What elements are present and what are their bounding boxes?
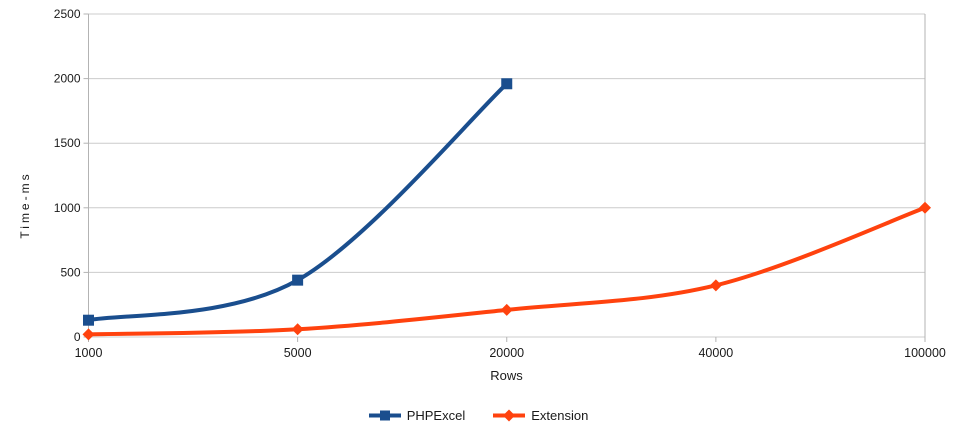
y-tick-label: 500 (60, 265, 80, 279)
marker-square-phpexcel (501, 78, 513, 90)
x-tick-label: 40000 (698, 346, 733, 360)
y-axis-title: Time-ms (18, 171, 32, 239)
x-tick-label: 5000 (284, 346, 312, 360)
x-axis-title: Rows (490, 368, 523, 383)
legend-item-phpexcel: PHPExcel (368, 407, 466, 423)
y-tick-label: 1000 (54, 201, 81, 215)
x-tick-label: 1000 (75, 346, 103, 360)
marker-square-phpexcel (292, 274, 304, 286)
extension-line-diamond-icon (493, 409, 526, 421)
y-tick-label: 2000 (54, 72, 81, 86)
legend-item-extension: Extension (493, 408, 588, 423)
legend-label-extension: Extension (531, 407, 589, 423)
series-line-phpexcel (86, 81, 509, 323)
y-tick-label: 1500 (54, 136, 81, 150)
x-tick-label: 20000 (489, 346, 524, 360)
y-tick-label: 2500 (54, 7, 81, 21)
x-tick-label: 100000 (904, 346, 946, 360)
legend: PHPExcel Extension (0, 405, 957, 425)
marker-square-phpexcel (83, 314, 94, 326)
y-tick-label: 0 (74, 330, 81, 344)
marker-diamond-extension (82, 328, 95, 341)
legend-label-phpexcel: PHPExcel (406, 407, 466, 423)
marker-diamond-extension (291, 323, 304, 336)
marker-diamond-extension (919, 201, 931, 214)
marker-diamond-extension (709, 279, 722, 292)
marker-diamond-extension (500, 303, 513, 316)
plot-area: 0 500 1000 1500 2000 2500 1000 5000 20000 40000 10… (54, 7, 946, 360)
phpexcel-line-square-icon (368, 410, 401, 420)
